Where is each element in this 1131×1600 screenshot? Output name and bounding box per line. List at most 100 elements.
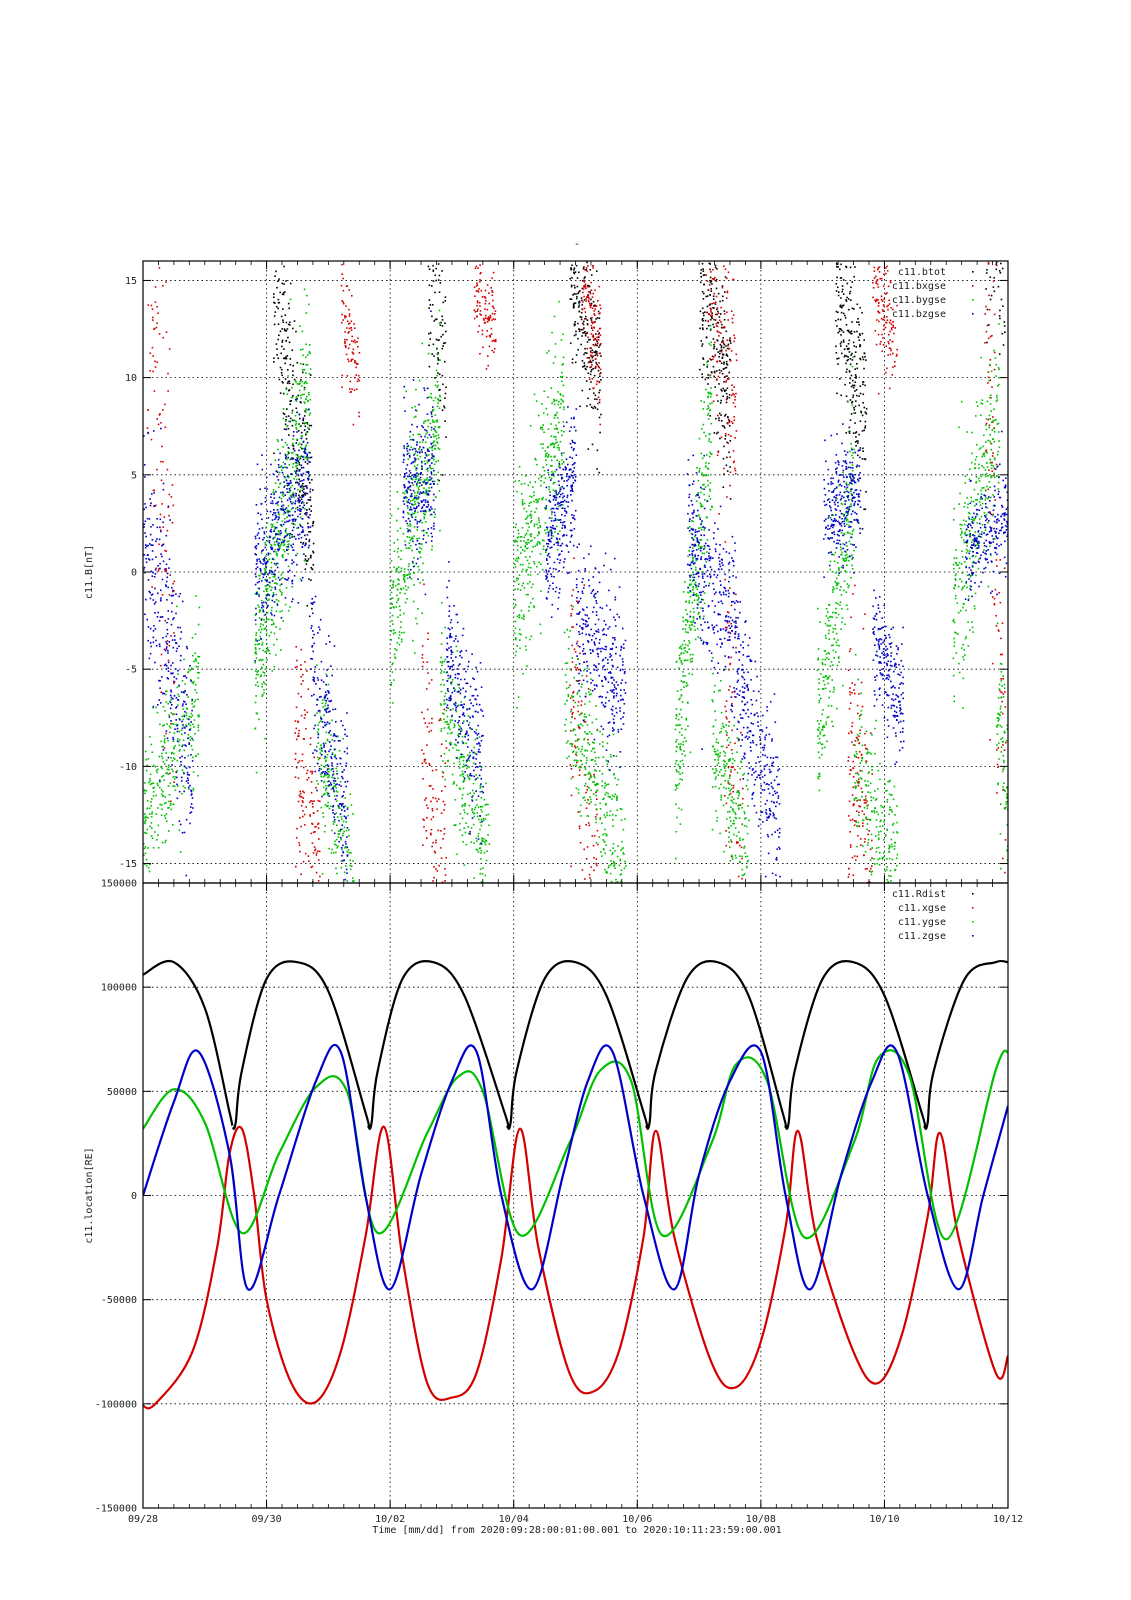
data-point <box>586 667 589 670</box>
data-point <box>724 413 727 416</box>
data-point <box>422 661 425 663</box>
data-point <box>709 508 712 511</box>
data-point <box>328 732 330 734</box>
data-point <box>545 532 547 535</box>
data-point <box>716 313 718 316</box>
data-point <box>849 769 852 771</box>
data-point <box>258 647 261 650</box>
data-point <box>261 644 263 646</box>
data-point <box>852 384 854 387</box>
data-point <box>576 740 579 742</box>
data-point <box>307 558 310 560</box>
data-point <box>305 312 308 314</box>
data-point <box>586 347 589 350</box>
data-point <box>151 586 153 588</box>
data-point <box>482 346 484 349</box>
data-point <box>709 415 711 417</box>
data-point <box>855 377 857 379</box>
data-point <box>429 764 431 767</box>
data-point <box>557 417 559 419</box>
data-point <box>295 407 298 410</box>
data-point <box>143 842 145 845</box>
data-point <box>183 749 186 752</box>
data-point <box>171 484 174 486</box>
data-point <box>440 690 443 693</box>
data-point <box>713 375 715 378</box>
data-point <box>440 672 442 674</box>
data-point <box>319 720 322 722</box>
data-point <box>344 797 346 799</box>
data-point <box>346 339 348 341</box>
data-point <box>321 702 324 705</box>
data-point <box>680 648 683 650</box>
data-point <box>579 652 581 655</box>
data-point <box>599 431 601 434</box>
data-point <box>393 550 396 552</box>
data-point <box>588 339 590 341</box>
data-point <box>611 798 613 800</box>
data-point <box>560 376 562 378</box>
data-point <box>596 330 599 332</box>
data-point <box>278 278 280 280</box>
data-point <box>726 291 729 294</box>
data-point <box>533 537 536 539</box>
data-point <box>596 353 598 355</box>
data-point <box>346 806 349 809</box>
data-point <box>729 360 732 362</box>
data-point <box>716 307 719 309</box>
data-point <box>263 614 266 616</box>
data-point <box>157 312 159 315</box>
data-point <box>538 561 540 564</box>
data-point <box>390 560 393 562</box>
data-point <box>408 536 411 538</box>
data-point <box>727 442 730 444</box>
data-point <box>856 363 858 365</box>
data-point <box>601 780 604 783</box>
data-point <box>596 449 599 452</box>
data-point <box>264 568 267 571</box>
data-point <box>679 760 682 763</box>
data-point <box>477 291 480 293</box>
data-point <box>413 447 415 450</box>
data-point <box>190 668 193 671</box>
data-point <box>454 724 456 727</box>
data-point <box>170 800 172 803</box>
data-point <box>577 710 579 713</box>
data-point <box>837 331 840 334</box>
data-point <box>413 498 415 500</box>
data-point <box>299 795 302 798</box>
data-point <box>892 366 894 368</box>
data-point <box>279 584 281 587</box>
data-point <box>681 759 684 762</box>
data-point <box>689 595 692 598</box>
data-point <box>541 475 543 477</box>
data-point <box>163 802 166 805</box>
data-point <box>737 841 739 844</box>
data-point <box>476 284 479 286</box>
data-point <box>710 311 712 313</box>
data-point <box>302 369 304 371</box>
data-point <box>853 308 855 310</box>
data-point <box>345 829 348 832</box>
data-point <box>722 354 725 356</box>
data-point <box>151 827 153 829</box>
data-point <box>433 440 435 443</box>
data-point <box>573 303 575 305</box>
data-point <box>731 729 733 732</box>
data-point <box>530 520 533 522</box>
data-point <box>476 300 479 302</box>
data-point <box>289 324 291 326</box>
data-point <box>704 378 707 381</box>
data-point <box>572 691 575 693</box>
data-point <box>578 774 581 776</box>
data-point <box>845 345 848 347</box>
data-point <box>336 770 338 772</box>
data-point <box>993 290 996 293</box>
data-point <box>595 858 598 860</box>
data-point <box>165 732 167 735</box>
data-point <box>609 796 611 798</box>
data-point <box>471 808 474 810</box>
data-point <box>479 279 481 281</box>
data-point <box>144 792 146 795</box>
data-point <box>582 366 584 368</box>
